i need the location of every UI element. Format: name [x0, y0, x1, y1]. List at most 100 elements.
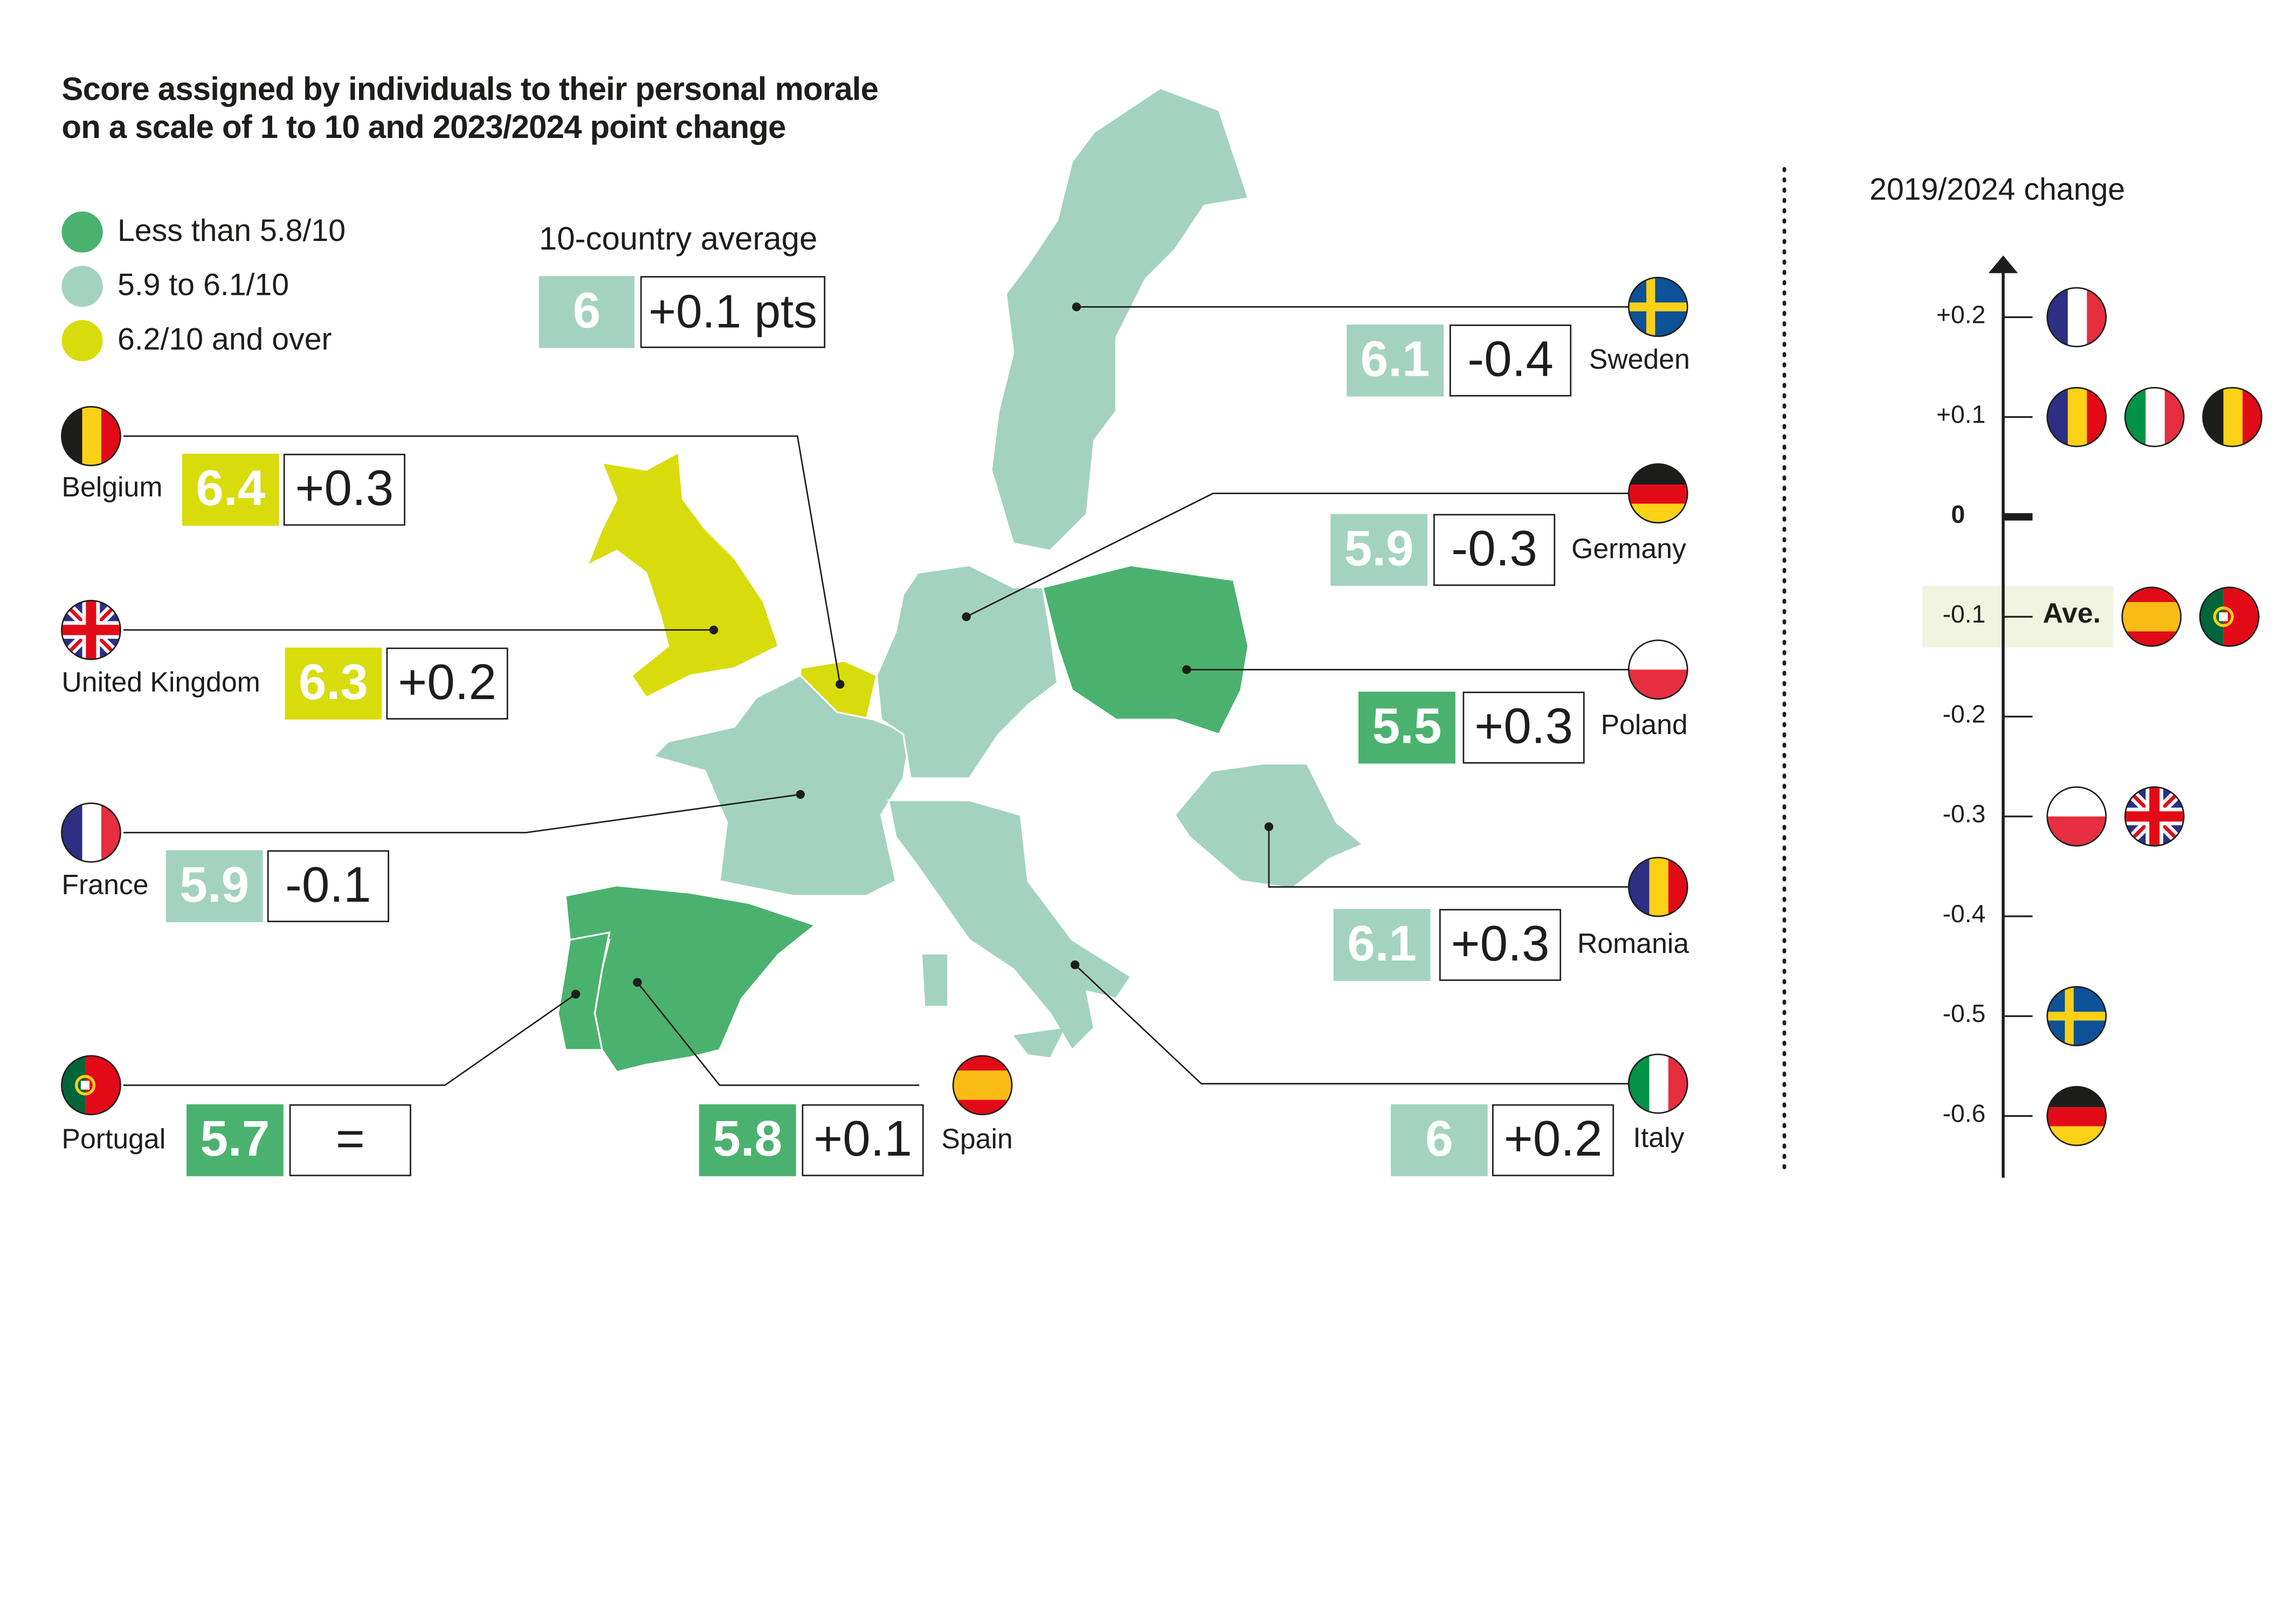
country-name-germany: Germany: [1571, 534, 1686, 565]
legend-swatch-low: [61, 211, 103, 253]
score-box-portugal: 5.7: [186, 1104, 284, 1177]
germany-flag-icon: [1627, 463, 1688, 524]
leader-line-italy: [1074, 964, 1631, 1084]
portugal-flag-icon: [61, 1055, 121, 1116]
country-shape-germany: [875, 564, 1059, 779]
title-line-1: Score assigned by individuals to their p…: [61, 70, 879, 107]
axis-arrow-icon: [1988, 255, 2018, 273]
location-dot-germany: [962, 612, 971, 621]
country-shape-sweden: [990, 87, 1250, 552]
change-box-spain: +0.1: [802, 1104, 924, 1177]
change-box-france: -0.1: [267, 850, 389, 922]
axis-tick-label: -0.4: [1942, 900, 1986, 928]
country-shape-uk: [585, 451, 779, 699]
romania-flag-icon: [2046, 386, 2107, 447]
change-box-germany: -0.3: [1433, 514, 1556, 586]
legend-swatch-high: [61, 320, 103, 362]
average-marker-label: Ave.: [2042, 599, 2101, 630]
leader-line-romania: [1268, 826, 1631, 888]
location-dot-uk: [709, 625, 719, 634]
country-name-poland: Poland: [1600, 710, 1688, 742]
change-box-belgium: +0.3: [283, 453, 405, 526]
axis-tick-label: -0.6: [1942, 1100, 1986, 1128]
location-dot-romania: [1264, 822, 1274, 832]
country-name-italy: Italy: [1633, 1123, 1685, 1155]
france-flag-icon: [61, 802, 121, 863]
change-box-sweden: -0.4: [1449, 324, 1572, 397]
score-box-spain: 5.8: [699, 1104, 796, 1177]
poland-flag-icon: [1627, 639, 1688, 700]
location-dot-poland: [1182, 665, 1191, 674]
chart-title: Score assigned by individuals to their p…: [61, 71, 878, 147]
axis-tick-label: -0.3: [1942, 800, 1986, 828]
country-shape-france: [652, 674, 912, 897]
italy-flag-icon: [1627, 1053, 1688, 1114]
poland-flag-icon: [2046, 786, 2107, 847]
country-shape-portugal: [557, 931, 611, 1051]
score-box-uk: 6.3: [285, 647, 382, 720]
spain-flag-icon: [952, 1055, 1013, 1116]
location-dot-portugal: [571, 990, 581, 999]
country-shape-poland: [1041, 564, 1250, 736]
legend-item-low: Less than 5.8/10: [61, 211, 346, 253]
axis-tick-label: -0.5: [1942, 1000, 1986, 1028]
legend-label: Less than 5.8/10: [117, 214, 346, 248]
score-box-belgium: 6.4: [182, 453, 279, 526]
legend-label: 5.9 to 6.1/10: [117, 268, 289, 303]
country-name-france: France: [61, 870, 149, 902]
country-name-belgium: Belgium: [61, 473, 163, 504]
axis-title: 2019/2024 change: [1869, 173, 2126, 208]
location-dot-italy: [1071, 960, 1080, 970]
leader-line-germany: [966, 493, 1631, 618]
change-box-uk: +0.2: [386, 647, 508, 720]
sweden-flag-icon: [2046, 986, 2107, 1047]
score-box-france: 5.9: [165, 850, 263, 922]
change-box-portugal: =: [289, 1104, 411, 1177]
country-shape-spain: [564, 884, 817, 1073]
leader-line-belgium: [123, 435, 841, 685]
portugal-flag-icon: [2199, 586, 2260, 647]
uk-flag-icon: [2124, 786, 2185, 847]
axis-tick-label: 0: [1951, 501, 1965, 529]
country-shape-sicily: [1013, 1028, 1065, 1058]
legend-label: 6.2/10 and over: [117, 323, 332, 357]
title-line-2: on a scale of 1 to 10 and 2023/2024 poin…: [61, 108, 786, 146]
location-dot-france: [796, 790, 805, 799]
country-name-sweden: Sweden: [1589, 345, 1690, 376]
score-box-poland: 5.5: [1358, 692, 1455, 764]
legend-item-high: 6.2/10 and over: [61, 320, 332, 362]
country-shape-sardinia: [922, 954, 948, 1006]
sweden-flag-icon: [1627, 277, 1688, 337]
leader-line-spain: [637, 982, 920, 1086]
france-flag-icon: [2046, 287, 2107, 348]
score-box-italy: 6: [1391, 1104, 1488, 1177]
spain-flag-icon: [2121, 586, 2182, 647]
change-box-italy: +0.2: [1492, 1104, 1614, 1177]
location-dot-belgium: [836, 680, 845, 689]
country-name-romania: Romania: [1577, 929, 1689, 960]
axis-tick-label: +0.1: [1936, 400, 1986, 429]
country-shape-italy: [887, 799, 1133, 1052]
axis-tick-label: -0.2: [1942, 700, 1986, 729]
leader-line-portugal: [123, 993, 576, 1086]
average-change: +0.1 pts: [640, 276, 826, 348]
location-dot-sweden: [1072, 302, 1081, 312]
score-box-romania: 6.1: [1333, 909, 1431, 981]
average-score: 6: [539, 276, 634, 348]
country-name-spain: Spain: [941, 1124, 1013, 1156]
germany-flag-icon: [2046, 1086, 2107, 1146]
uk-flag-icon: [61, 599, 121, 660]
axis-tick-label: +0.2: [1936, 301, 1986, 329]
romania-flag-icon: [1627, 856, 1688, 917]
country-name-portugal: Portugal: [61, 1124, 166, 1156]
change-box-poland: +0.3: [1462, 692, 1585, 764]
leader-line-france: [123, 793, 801, 834]
change-box-romania: +0.3: [1439, 909, 1562, 981]
belgium-flag-icon: [61, 406, 121, 466]
italy-flag-icon: [2124, 386, 2185, 447]
score-box-germany: 5.9: [1330, 514, 1428, 586]
average-label: 10-country average: [539, 220, 818, 257]
axis-tick-label: -0.1: [1942, 600, 1986, 629]
legend-swatch-mid: [61, 266, 103, 307]
